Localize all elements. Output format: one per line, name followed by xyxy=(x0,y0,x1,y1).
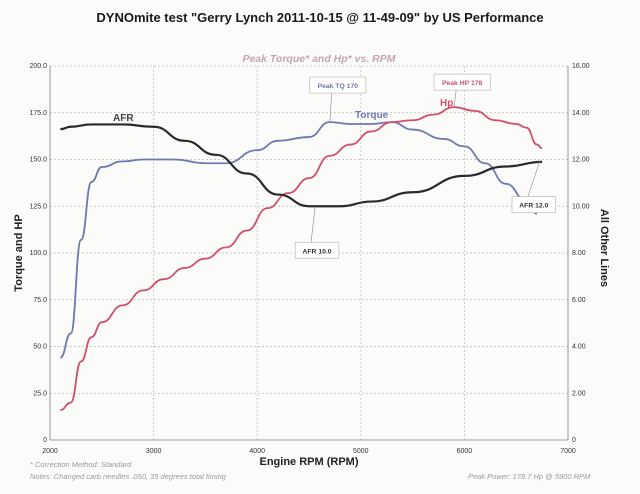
annotation-leader xyxy=(329,93,333,123)
y-tick-label: 25.0 xyxy=(33,390,47,397)
x-tick-label: 2000 xyxy=(42,448,58,455)
series-line-afr xyxy=(60,123,543,208)
y2-tick-label: 16.00 xyxy=(572,63,590,70)
y-tick-label: 50.0 xyxy=(33,344,47,351)
annotation-label: AFR 10.0 xyxy=(302,248,331,255)
annotation-box xyxy=(294,241,340,259)
chart-title: Peak Torque* and Hp* vs. RPM xyxy=(242,53,395,65)
series-label-torque: Torque xyxy=(355,110,389,121)
x-tick-label: 6000 xyxy=(457,448,473,455)
y2-tick-label: 14.00 xyxy=(572,110,590,117)
x-axis-title: Engine RPM (RPM) xyxy=(260,456,359,468)
series-line-torque xyxy=(59,121,538,359)
y2-tick-label: 10.00 xyxy=(572,203,590,210)
y-tick-label: 100.0 xyxy=(29,250,47,257)
peak-power-text: Peak Power: 178.7 Hp @ 5900 RPM xyxy=(468,472,591,481)
annotation-box xyxy=(433,73,491,91)
y-tick-label: 0 xyxy=(43,437,47,444)
y-tick-label: 175.0 xyxy=(29,110,47,117)
series-label-afr: AFR xyxy=(113,113,134,124)
y2-axis-title: All Other Lines xyxy=(598,209,610,287)
series-label-hp: Hp xyxy=(440,98,453,109)
annotation-box xyxy=(309,76,367,94)
y2-tick-label: 2.00 xyxy=(572,390,586,397)
x-tick-label: 7000 xyxy=(560,448,576,455)
annotation-leader xyxy=(453,90,457,108)
y2-tick-label: 12.00 xyxy=(572,157,590,164)
annotation-label: AFR 12.0 xyxy=(519,203,548,210)
y2-tick-label: 0 xyxy=(572,437,576,444)
annotation-label: Peak TQ 170 xyxy=(318,83,359,90)
y-tick-label: 150.0 xyxy=(29,157,47,164)
y2-tick-label: 4.00 xyxy=(572,344,586,351)
page-title: DYNOmite test "Gerry Lynch 2011-10-15 @ … xyxy=(96,10,544,25)
x-tick-label: 4000 xyxy=(249,448,265,455)
notes-text: Notes: Changed carb needles .050, 35 deg… xyxy=(30,472,226,481)
annotation-label: Peak HP 178 xyxy=(442,80,483,87)
annotation-box xyxy=(511,196,556,214)
y-tick-label: 200.0 xyxy=(29,63,47,70)
annotation-leader xyxy=(310,206,316,243)
y-tick-label: 75.0 xyxy=(33,297,47,304)
y2-tick-label: 8.00 xyxy=(572,250,586,257)
y-axis-title: Torque and HP xyxy=(13,214,25,291)
y-tick-label: 125.0 xyxy=(29,203,47,210)
y2-tick-label: 6.00 xyxy=(572,297,586,304)
series-line-hp xyxy=(60,106,543,411)
correction-method-note: * Correction Method: Standard xyxy=(30,460,132,469)
x-tick-label: 5000 xyxy=(353,448,369,455)
x-tick-label: 3000 xyxy=(146,448,162,455)
annotation-leader xyxy=(527,160,541,197)
